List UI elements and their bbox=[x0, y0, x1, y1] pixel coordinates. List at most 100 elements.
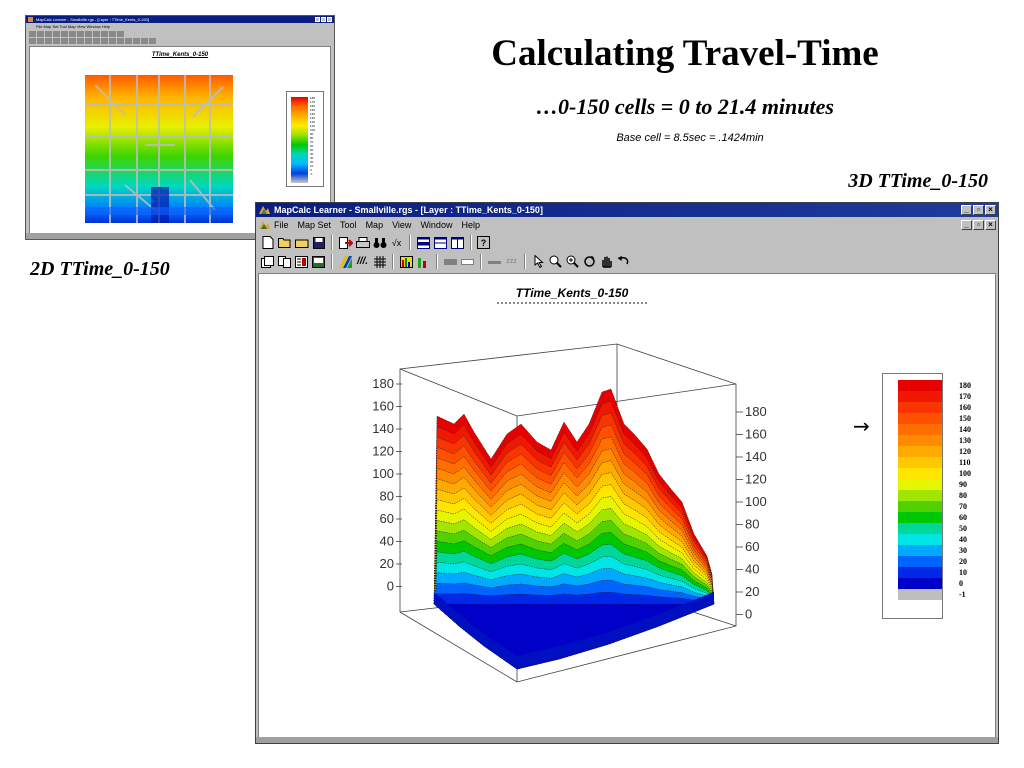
sqrt-icon[interactable]: √x bbox=[391, 237, 402, 248]
toolbar-button[interactable] bbox=[77, 38, 84, 44]
menu-help[interactable]: Help bbox=[461, 220, 480, 230]
toolbar-button[interactable] bbox=[85, 38, 92, 44]
toolbar-button[interactable] bbox=[117, 31, 124, 37]
pointer-icon[interactable] bbox=[531, 254, 546, 269]
toolbar-button[interactable] bbox=[125, 38, 132, 44]
travel-time-2d-map-graphic bbox=[85, 75, 233, 223]
minus-icon[interactable] bbox=[487, 254, 502, 269]
map-2d-legend-tick: 170 bbox=[310, 100, 316, 104]
legend-label: 0 bbox=[959, 579, 963, 588]
restore-button[interactable]: ▫ bbox=[973, 205, 984, 215]
menu-map[interactable]: Map bbox=[365, 220, 384, 230]
axis-right-tick-label: 0 bbox=[745, 607, 752, 622]
toolbar-button[interactable] bbox=[69, 31, 76, 37]
close-icon[interactable] bbox=[327, 17, 332, 22]
axis-left-tick-label: 140 bbox=[372, 421, 394, 436]
minimize-button[interactable]: _ bbox=[961, 205, 972, 215]
doc-minimize-button[interactable]: _ bbox=[961, 220, 972, 230]
toolbar-button[interactable] bbox=[53, 38, 60, 44]
minimize-icon[interactable] bbox=[315, 17, 320, 22]
flat2-icon[interactable] bbox=[460, 254, 475, 269]
map-2d-legend-tick: 80 bbox=[310, 136, 314, 140]
legend-label: 130 bbox=[959, 436, 971, 445]
cascade-icon[interactable] bbox=[433, 235, 448, 250]
toolbar-button[interactable] bbox=[69, 38, 76, 44]
print-icon[interactable] bbox=[355, 235, 370, 250]
save-icon[interactable] bbox=[311, 235, 326, 250]
help-icon[interactable]: ? bbox=[477, 236, 490, 249]
menu-map-set[interactable]: Map Set bbox=[297, 220, 332, 230]
toolbar-button[interactable] bbox=[109, 31, 116, 37]
undo-icon[interactable] bbox=[616, 254, 631, 269]
hand-icon[interactable] bbox=[599, 254, 614, 269]
rotate-icon[interactable] bbox=[582, 254, 597, 269]
open-folder-icon[interactable] bbox=[277, 235, 292, 250]
split-icon[interactable] bbox=[450, 235, 465, 250]
palette-icon[interactable] bbox=[338, 254, 353, 269]
toolbar-button[interactable] bbox=[29, 38, 36, 44]
legend-label: 40 bbox=[959, 535, 967, 544]
tile-icon[interactable] bbox=[416, 235, 431, 250]
toolbar-button[interactable] bbox=[37, 38, 44, 44]
label-2d-view: 2D TTime_0-150 bbox=[30, 258, 170, 280]
toolbar-button[interactable] bbox=[101, 38, 108, 44]
menu-view[interactable]: View bbox=[392, 220, 412, 230]
plot-icon[interactable] bbox=[399, 254, 414, 269]
menu-file[interactable]: File bbox=[274, 220, 289, 230]
maximize-icon[interactable] bbox=[321, 17, 326, 22]
doc-restore-button[interactable]: ▫ bbox=[973, 220, 984, 230]
map-3d-canvas[interactable]: TTime_Kents_0-150 180 160 140 120 100 80 60 40 2… bbox=[258, 273, 996, 739]
toolbar-button[interactable] bbox=[45, 38, 52, 44]
toolbar-button[interactable] bbox=[61, 31, 68, 37]
menu-tool[interactable]: Tool bbox=[340, 220, 357, 230]
axis-right-tick-label: 100 bbox=[745, 494, 767, 509]
toolbar-button[interactable] bbox=[141, 38, 148, 44]
binoculars-icon[interactable] bbox=[372, 235, 387, 250]
toolbar-main: √x ? bbox=[260, 234, 490, 251]
hatch-icon[interactable]: ///. bbox=[356, 256, 369, 267]
flat-icon[interactable] bbox=[443, 254, 458, 269]
toolbar-button[interactable] bbox=[37, 31, 44, 37]
window-2d-titlebar: MapCalc Learner - Smallville.rgs - [Laye… bbox=[26, 16, 334, 23]
legend-label: 50 bbox=[959, 524, 967, 533]
menu-window[interactable]: Window bbox=[420, 220, 453, 230]
toolbar-button[interactable] bbox=[149, 38, 156, 44]
zoom-out-icon[interactable] bbox=[548, 254, 563, 269]
toolbar-button[interactable] bbox=[109, 38, 116, 44]
axis-left-tick-label: 120 bbox=[372, 444, 394, 459]
axis-left-tick-label: 60 bbox=[380, 511, 394, 526]
legend-swatch bbox=[898, 490, 942, 501]
close-button[interactable]: × bbox=[985, 205, 996, 215]
toolbar-button[interactable] bbox=[93, 38, 100, 44]
toolbar-button[interactable] bbox=[53, 31, 60, 37]
legend-label: 170 bbox=[959, 392, 971, 401]
toolbar-button[interactable] bbox=[101, 31, 108, 37]
grid-icon[interactable] bbox=[294, 254, 309, 269]
toolbar-button[interactable] bbox=[77, 31, 84, 37]
legend-swatch bbox=[898, 380, 942, 391]
lattice-icon[interactable] bbox=[372, 254, 387, 269]
toolbar-button[interactable] bbox=[93, 31, 100, 37]
map-2d-title: TTime_Kents_0-150 bbox=[151, 52, 209, 58]
toolbar-button[interactable] bbox=[133, 38, 140, 44]
copy-icon[interactable] bbox=[277, 254, 292, 269]
toolbar-button[interactable] bbox=[85, 31, 92, 37]
zoom-in-icon[interactable] bbox=[565, 254, 580, 269]
new-file-icon[interactable] bbox=[260, 235, 275, 250]
legend-label: 90 bbox=[959, 480, 967, 489]
toolbar-button[interactable] bbox=[29, 31, 36, 37]
image-icon[interactable] bbox=[311, 254, 326, 269]
2d-view-icon[interactable] bbox=[260, 254, 275, 269]
open-icon[interactable] bbox=[294, 235, 309, 250]
bar-icon[interactable] bbox=[416, 254, 431, 269]
legend-swatch bbox=[898, 523, 942, 534]
export-icon[interactable] bbox=[338, 235, 353, 250]
axis-right-tick-label: 120 bbox=[745, 472, 767, 487]
toolbar-button[interactable] bbox=[45, 31, 52, 37]
toolbar-button[interactable] bbox=[61, 38, 68, 44]
map-2d-legend-tick: 30 bbox=[310, 156, 314, 160]
toolbar-button[interactable] bbox=[117, 38, 124, 44]
zz-icon[interactable]: zzz bbox=[506, 258, 517, 265]
doc-close-button[interactable]: × bbox=[985, 220, 996, 230]
map-2d-legend-tick: 140 bbox=[310, 112, 316, 116]
